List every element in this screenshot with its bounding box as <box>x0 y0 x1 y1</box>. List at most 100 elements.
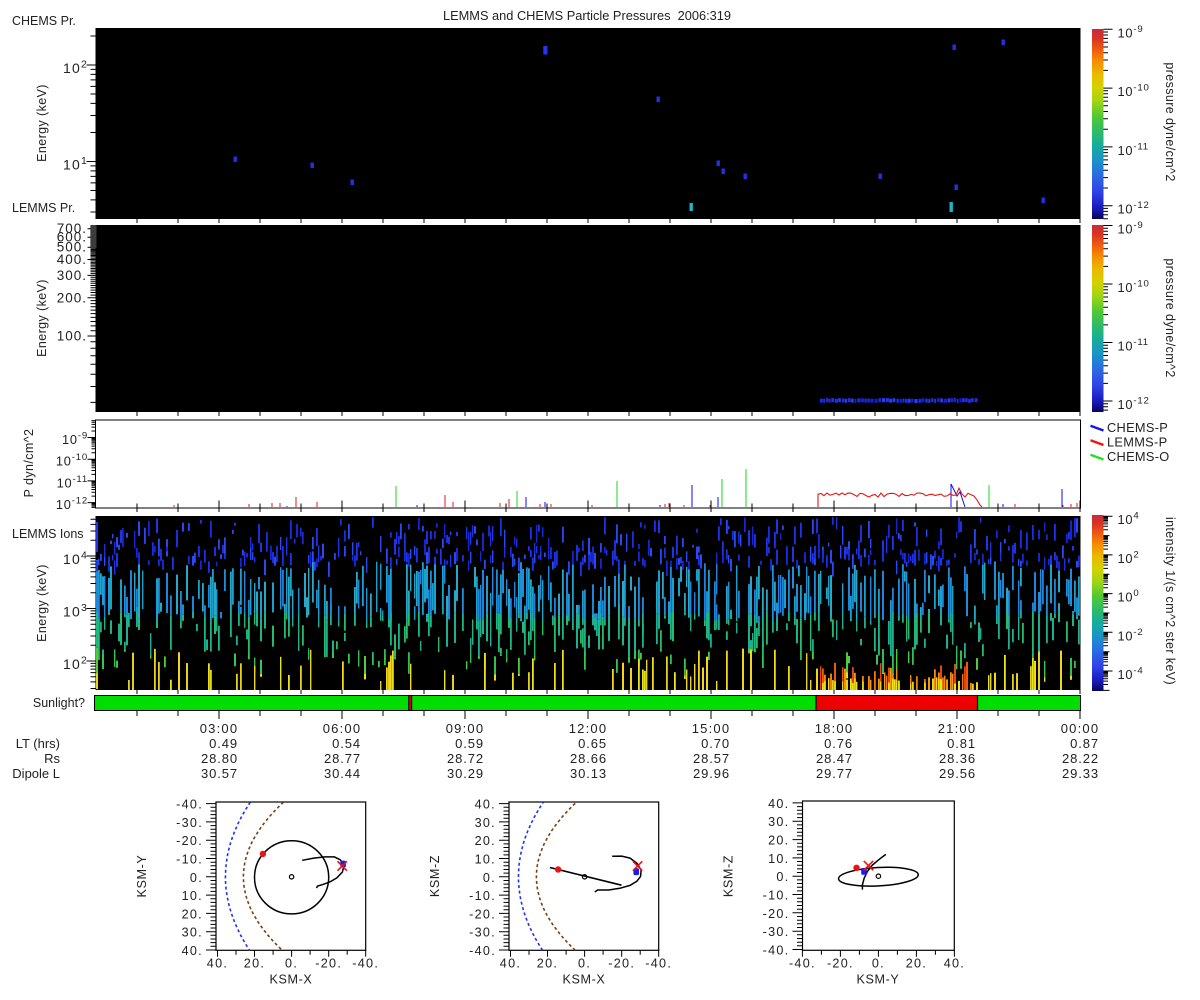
svg-text:Energy (keV): Energy (keV) <box>35 564 49 642</box>
svg-text:CHEMS-P: CHEMS-P <box>1107 420 1168 435</box>
svg-text:-20.: -20. <box>763 907 790 921</box>
svg-text:Dipole L: Dipole L <box>12 766 60 781</box>
svg-text:20.: 20. <box>768 834 789 848</box>
svg-text:0.65: 0.65 <box>578 736 607 751</box>
svg-text:CHEMS Pr.: CHEMS Pr. <box>12 14 76 28</box>
svg-text:0.76: 0.76 <box>824 736 853 751</box>
svg-text:40.: 40. <box>500 956 521 970</box>
svg-text:10.: 10. <box>182 889 203 903</box>
svg-text:-30.: -30. <box>469 926 496 940</box>
svg-text:10-10: 10-10 <box>1118 83 1150 100</box>
svg-text:-40.: -40. <box>645 956 672 970</box>
svg-text:0.: 0. <box>578 956 591 970</box>
svg-text:P dyn/cm^2: P dyn/cm^2 <box>22 429 36 498</box>
svg-text:KSM-Y: KSM-Y <box>135 855 149 898</box>
svg-text:-10.: -10. <box>469 889 496 903</box>
svg-text:21:00: 21:00 <box>938 721 977 736</box>
svg-text:101: 101 <box>63 155 88 173</box>
svg-text:10-12: 10-12 <box>1118 396 1150 413</box>
svg-text:pressure dyne/cm^2: pressure dyne/cm^2 <box>1163 258 1177 377</box>
svg-text:-40.: -40. <box>789 956 816 970</box>
svg-text:10-9: 10-9 <box>62 431 88 448</box>
svg-text:0.: 0. <box>285 956 298 970</box>
svg-text:KSM-Z: KSM-Z <box>428 855 442 897</box>
svg-text:0.81: 0.81 <box>947 736 976 751</box>
svg-text:15:00: 15:00 <box>692 721 731 736</box>
svg-text:-10.: -10. <box>763 889 790 903</box>
svg-text:102: 102 <box>1118 549 1140 566</box>
svg-text:-30.: -30. <box>176 816 203 830</box>
svg-text:29.96: 29.96 <box>693 766 730 781</box>
svg-text:LEMMS Pr.: LEMMS Pr. <box>12 201 75 215</box>
svg-text:KSM-X: KSM-X <box>270 972 313 986</box>
svg-text:102: 102 <box>63 59 88 77</box>
svg-text:500.: 500. <box>57 240 87 255</box>
svg-text:10-12: 10-12 <box>56 496 88 512</box>
svg-text:30.: 30. <box>768 815 789 829</box>
svg-text:10-4: 10-4 <box>1118 666 1144 683</box>
svg-text:20.: 20. <box>182 907 203 921</box>
svg-text:Energy (keV): Energy (keV) <box>35 279 49 357</box>
svg-text:200.: 200. <box>57 290 87 305</box>
svg-text:LEMMS Ions: LEMMS Ions <box>12 527 84 541</box>
svg-text:-20.: -20. <box>827 956 854 970</box>
svg-text:30.: 30. <box>182 926 203 940</box>
svg-text:-40.: -40. <box>763 944 790 958</box>
svg-text:-40.: -40. <box>469 944 496 958</box>
svg-text:KSM-Z: KSM-Z <box>722 855 736 897</box>
svg-text:-40.: -40. <box>176 798 203 812</box>
svg-text:20.: 20. <box>906 956 927 970</box>
svg-text:12:00: 12:00 <box>569 721 608 736</box>
svg-text:0.: 0. <box>483 871 496 885</box>
svg-text:-20.: -20. <box>469 907 496 921</box>
svg-text:LEMMS-P: LEMMS-P <box>1107 435 1167 450</box>
svg-text:29.77: 29.77 <box>816 766 853 781</box>
svg-text:28.72: 28.72 <box>447 751 484 766</box>
svg-text:pressure dyne/cm^2: pressure dyne/cm^2 <box>1163 62 1177 181</box>
svg-text:0.: 0. <box>872 956 885 970</box>
svg-text:0.: 0. <box>190 871 203 885</box>
svg-text:0.: 0. <box>776 870 789 884</box>
svg-text:LT (hrs): LT (hrs) <box>16 736 60 751</box>
svg-text:30.44: 30.44 <box>324 766 361 781</box>
svg-text:700.: 700. <box>57 221 87 236</box>
svg-text:0.59: 0.59 <box>455 736 484 751</box>
svg-text:40.: 40. <box>207 956 228 970</box>
svg-text:KSM-X: KSM-X <box>563 972 606 986</box>
svg-text:40.: 40. <box>944 956 965 970</box>
svg-text:09:00: 09:00 <box>446 721 485 736</box>
svg-text:20.: 20. <box>537 956 558 970</box>
svg-text:29.33: 29.33 <box>1062 766 1099 781</box>
svg-text:28.22: 28.22 <box>1062 751 1099 766</box>
svg-text:104: 104 <box>1118 511 1140 528</box>
svg-text:20.: 20. <box>244 956 265 970</box>
svg-text:0.87: 0.87 <box>1070 736 1099 751</box>
svg-text:-20.: -20. <box>608 956 635 970</box>
svg-text:100.: 100. <box>57 329 87 344</box>
svg-text:10-10: 10-10 <box>56 452 88 469</box>
svg-text:28.80: 28.80 <box>201 751 238 766</box>
svg-text:400.: 400. <box>57 252 87 267</box>
svg-text:40.: 40. <box>182 944 203 958</box>
svg-text:-40.: -40. <box>352 956 379 970</box>
svg-text:0.70: 0.70 <box>701 736 730 751</box>
svg-text:Sunlight?: Sunlight? <box>33 696 85 710</box>
svg-text:intensity 1/(s cm^2 ster keV): intensity 1/(s cm^2 ster keV) <box>1163 517 1177 685</box>
svg-text:10-10: 10-10 <box>1118 279 1150 296</box>
svg-text:18:00: 18:00 <box>815 721 854 736</box>
svg-text:28.77: 28.77 <box>324 751 361 766</box>
svg-text:03:00: 03:00 <box>200 721 239 736</box>
svg-text:28.36: 28.36 <box>939 751 976 766</box>
svg-text:10-11: 10-11 <box>1118 337 1149 354</box>
svg-text:10-11: 10-11 <box>1118 141 1149 158</box>
svg-text:103: 103 <box>63 602 88 620</box>
svg-text:00:00: 00:00 <box>1061 721 1100 736</box>
svg-text:10.: 10. <box>768 852 789 866</box>
svg-text:40.: 40. <box>475 798 496 812</box>
svg-text:0.49: 0.49 <box>209 736 238 751</box>
svg-text:-20.: -20. <box>176 834 203 848</box>
svg-text:40.: 40. <box>768 797 789 811</box>
svg-text:LEMMS and CHEMS Particle Press: LEMMS and CHEMS Particle Pressures 2006:… <box>443 8 731 23</box>
svg-text:30.: 30. <box>475 816 496 830</box>
svg-text:10-9: 10-9 <box>1118 220 1144 237</box>
